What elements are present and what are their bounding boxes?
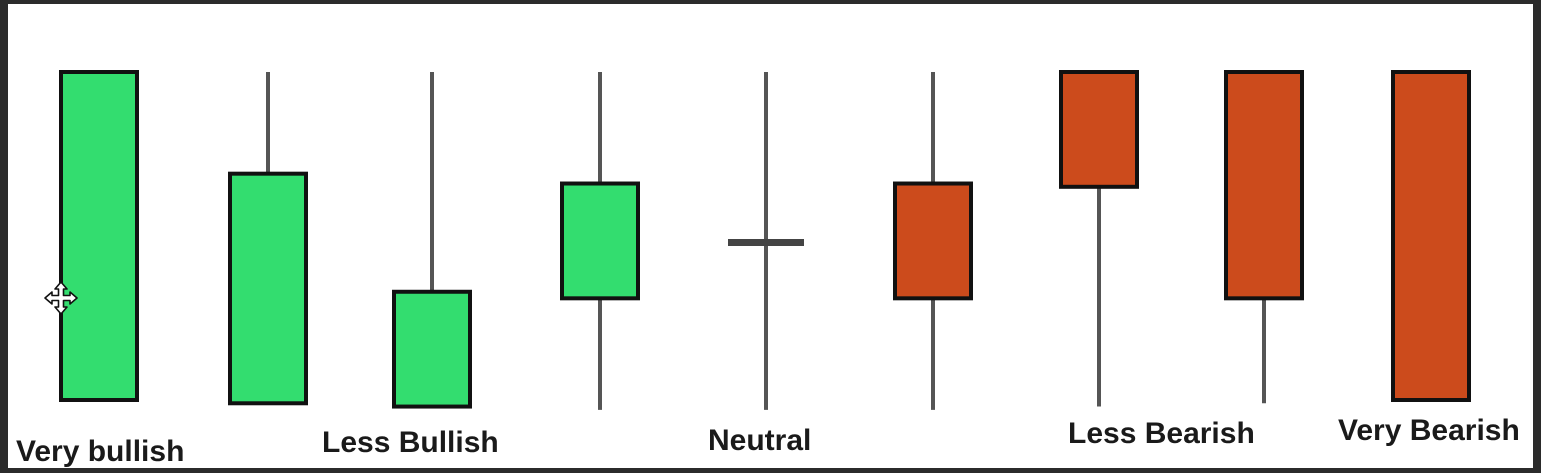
candle-8 (1224, 70, 1304, 404)
candle-7 (1059, 70, 1139, 407)
candle-3 (392, 72, 472, 409)
candle-4 (560, 72, 640, 410)
candle-body (893, 181, 973, 301)
candle-2 (228, 72, 308, 406)
candle-5 (728, 72, 804, 410)
candle-body (1391, 70, 1471, 402)
candle-body (560, 181, 640, 301)
candle-body (59, 70, 139, 402)
label-neutral: Neutral (708, 424, 812, 457)
candle-body (228, 171, 308, 406)
label-less-bullish: Less Bullish (322, 426, 499, 459)
move-cursor-icon (44, 281, 78, 315)
candle-body (392, 289, 472, 409)
candle-body (1059, 70, 1139, 189)
candle-1 (59, 70, 139, 402)
label-very-bearish: Very Bearish (1338, 414, 1520, 447)
candle-9 (1391, 70, 1471, 402)
candle-6 (893, 72, 973, 410)
label-very-bullish: Very bullish (16, 435, 185, 468)
label-less-bearish: Less Bearish (1068, 417, 1255, 450)
candle-body (1224, 70, 1304, 301)
